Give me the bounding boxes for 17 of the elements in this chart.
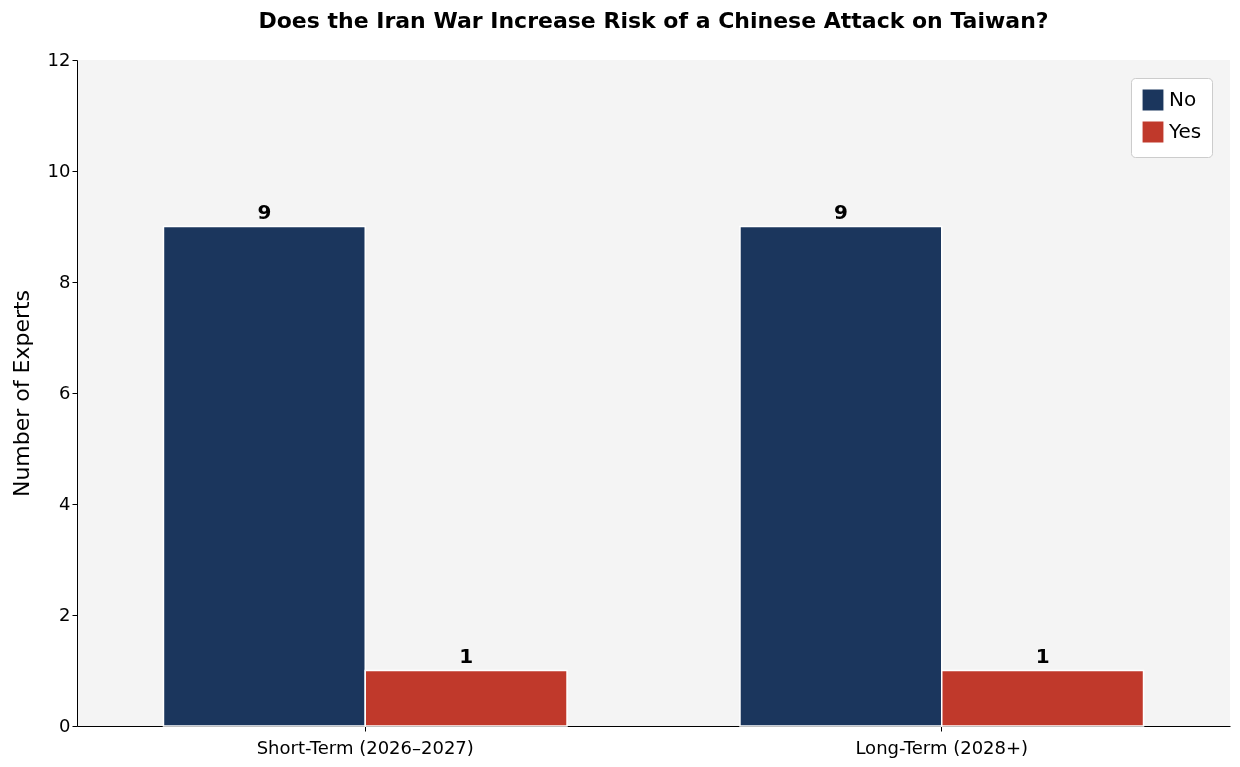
y-tick-label: 4 (59, 492, 71, 514)
chart-title: Does the Iran War Increase Risk of a Chinese Attack on Taiwan? (258, 8, 1049, 33)
legend-label: No (1169, 87, 1197, 111)
legend-label: Yes (1168, 119, 1202, 143)
y-tick-label: 12 (47, 48, 71, 70)
data-label: 1 (1035, 643, 1050, 668)
x-tick-label: Short-Term (2026–2027) (256, 736, 474, 758)
y-tick-label: 8 (59, 270, 71, 292)
x-tick-label: Long-Term (2028+) (855, 736, 1029, 758)
data-label: 1 (459, 643, 474, 668)
y-tick-label: 10 (47, 159, 71, 181)
y-axis-title: Number of Experts (8, 289, 34, 498)
y-tick-label: 6 (59, 381, 71, 403)
data-label: 9 (257, 199, 272, 224)
data-label: 9 (833, 199, 848, 224)
y-tick-label: 2 (59, 603, 71, 625)
y-tick-label: 0 (59, 714, 71, 736)
